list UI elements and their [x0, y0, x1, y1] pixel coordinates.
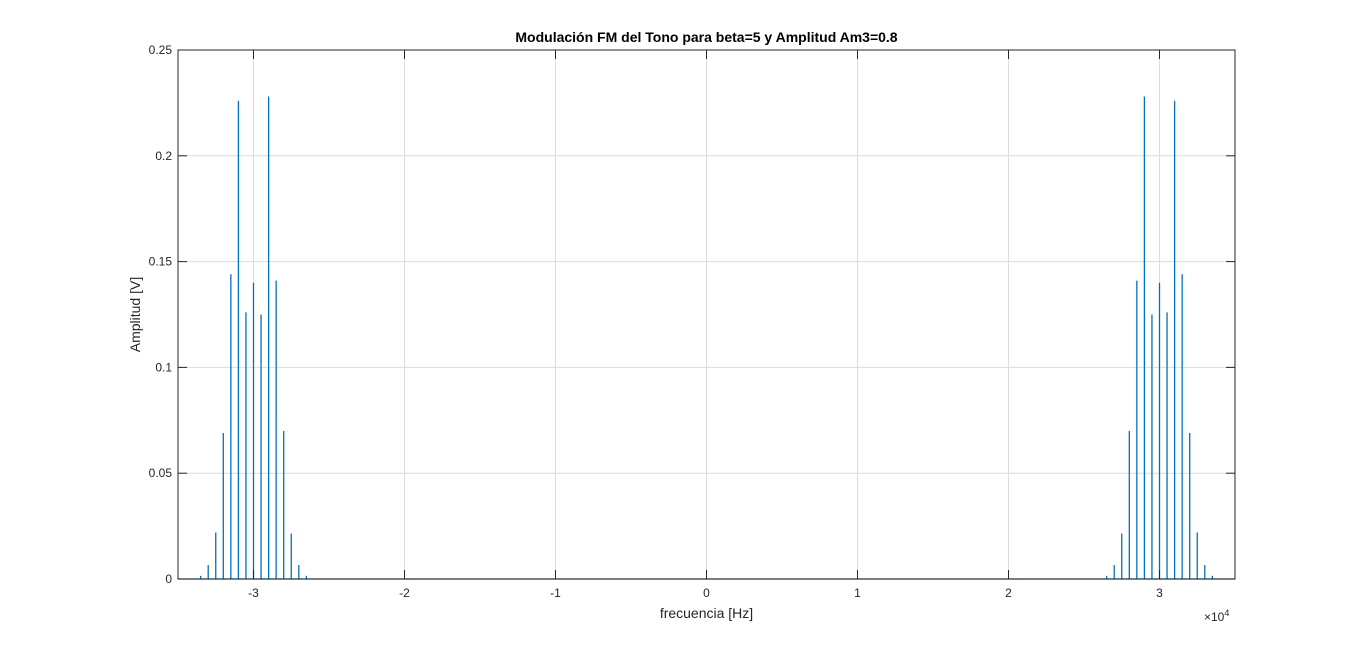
x-tick-label: 1	[854, 586, 861, 600]
chart-title: Modulación FM del Tono para beta=5 y Amp…	[515, 29, 897, 45]
x-tick-label: -3	[248, 586, 259, 600]
x-tick-label: -1	[550, 586, 561, 600]
y-tick-label: 0.25	[149, 43, 173, 57]
tick-labels: -3 -2 -1 0 1 2 3 0 0.05 0.1 0.15 0.2 0.25	[149, 43, 1164, 600]
y-tick-label: 0	[165, 572, 172, 586]
x-tick-label: -2	[399, 586, 410, 600]
ticks	[178, 49, 1235, 580]
x-tick-label: 3	[1156, 586, 1163, 600]
x-exponent-power: 4	[1224, 608, 1229, 618]
y-tick-label: 0.2	[155, 149, 172, 163]
x-exponent-label: ×104	[1204, 608, 1229, 624]
x-tick-label: 0	[703, 586, 710, 600]
y-tick-label: 0.1	[155, 360, 172, 374]
y-tick-label: 0.05	[149, 466, 173, 480]
x-axis-label: frecuencia [Hz]	[660, 605, 753, 621]
x-exponent-base: ×10	[1204, 610, 1225, 624]
stems	[199, 96, 1213, 579]
x-tick-label: 2	[1005, 586, 1012, 600]
y-tick-label: 0.15	[149, 255, 173, 269]
y-axis-label: Amplitud [V]	[127, 277, 143, 352]
